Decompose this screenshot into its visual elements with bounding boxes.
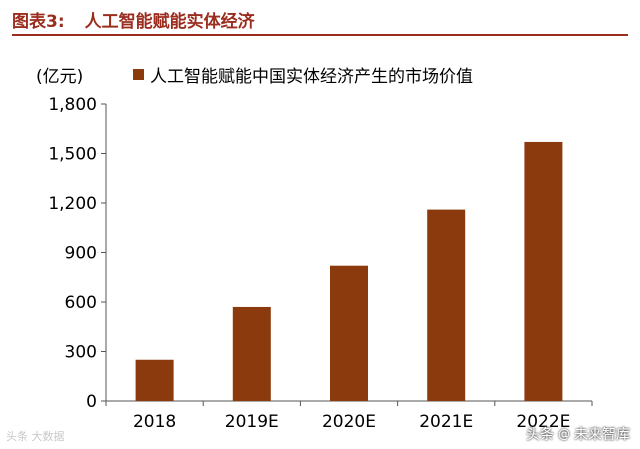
bar [135, 359, 174, 401]
y-tick-label: 0 [86, 392, 97, 412]
x-tick-label: 2018 [133, 412, 176, 432]
x-tick-label: 2020E [322, 412, 376, 432]
figure-title: 人工智能赋能实体经济 [84, 11, 255, 32]
watermark-source: 头条 [526, 427, 554, 443]
y-tick-label: 1,500 [48, 145, 97, 165]
bar [427, 209, 466, 401]
watermark-left: 头条 大数据 [6, 430, 65, 443]
bar [232, 306, 271, 401]
y-tick-label: 300 [65, 343, 97, 363]
y-tick-label: 1,800 [48, 95, 97, 115]
y-tick-label: 1,200 [48, 194, 97, 214]
y-tick-label: 600 [65, 293, 97, 313]
watermark-at: @ [558, 427, 570, 441]
x-tick-label: 2022E [516, 412, 570, 432]
bar [524, 141, 563, 401]
y-tick-label: 900 [65, 244, 97, 264]
figure-label: 图表3: [12, 11, 65, 32]
x-tick-label: 2021E [419, 412, 473, 432]
figure-header: 图表3: 人工智能赋能实体经济 [12, 6, 628, 32]
watermark-name: 未来智库 [574, 427, 630, 443]
header-divider [12, 34, 628, 36]
legend-swatch [133, 69, 144, 80]
legend-label: 人工智能赋能中国实体经济产生的市场价值 [150, 67, 473, 87]
legend: 人工智能赋能中国实体经济产生的市场价值 [133, 62, 473, 87]
bar [330, 265, 368, 401]
x-tick-label: 2019E [225, 412, 279, 432]
y-unit-label: (亿元) [36, 67, 84, 87]
watermark-right: 头条 @ 未来智库 [526, 424, 630, 444]
